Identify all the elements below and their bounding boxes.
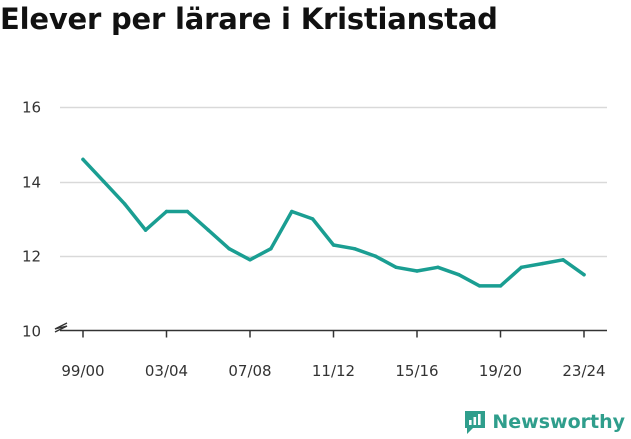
x-tick-label-15-16: 15/16	[395, 362, 438, 380]
data-point-01-02	[123, 202, 127, 206]
data-point-15-16	[415, 269, 419, 273]
data-point-10-11	[310, 217, 315, 221]
data-point-20-21	[519, 265, 524, 269]
y-tick-label-10: 10	[22, 323, 41, 341]
data-point-09-10	[290, 209, 294, 214]
data-point-17-18	[457, 273, 461, 277]
x-tick-label-03-04: 03/04	[145, 362, 188, 380]
data-point-00-01	[102, 180, 106, 184]
data-point-16-17	[436, 265, 440, 269]
line-chart: 10 12 14 16 99/00 03/04 07/08 11/12 15/16 19/20 2…	[22, 99, 607, 380]
data-point-23-24	[582, 273, 586, 277]
axis-break-icon	[54, 322, 68, 333]
data-point-13-14	[373, 254, 377, 258]
x-axis	[54, 322, 607, 338]
y-tick-label-14: 14	[22, 174, 41, 192]
x-tick-label-23-24: 23/24	[562, 362, 605, 380]
data-point-99-00	[81, 157, 85, 162]
grid-lines	[60, 106, 607, 258]
data-point-06-07	[227, 247, 231, 251]
y-tick-label-12: 12	[22, 248, 41, 266]
data-point-07-08	[248, 258, 252, 262]
data-point-19-20	[498, 284, 503, 288]
data-point-22-23	[561, 258, 565, 262]
y-tick-labels: 10 12 14 16	[22, 99, 41, 341]
series-line-0	[81, 157, 586, 288]
data-point-08-09	[269, 247, 273, 251]
x-tick-label-19-20: 19/20	[479, 362, 522, 380]
y-tick-label-16: 16	[22, 99, 41, 117]
data-point-18-19	[477, 284, 482, 288]
x-tick-label-11-12: 11/12	[312, 362, 355, 380]
newsworthy-logo-icon	[465, 411, 486, 434]
chart-title: Elever per lärare i Kristianstad	[0, 2, 498, 36]
x-tick-labels: 99/00 03/04 07/08 11/12 15/16 19/20 23/24	[61, 362, 605, 380]
data-point-11-12	[331, 243, 336, 247]
data-point-03-04	[164, 209, 169, 214]
data-point-12-13	[352, 247, 357, 251]
data-point-04-05	[185, 209, 190, 214]
brand-name: Newsworthy	[492, 411, 625, 433]
data-point-14-15	[394, 265, 398, 269]
data-point-05-06	[206, 228, 210, 232]
data-point-02-03	[143, 228, 148, 232]
data-point-21-22	[540, 261, 544, 266]
x-tick-label-07-08: 07/08	[228, 362, 271, 380]
newsworthy-brand: Newsworthy	[463, 409, 625, 435]
x-tick-label-99-00: 99/00	[61, 362, 104, 380]
series-layer	[81, 157, 586, 288]
